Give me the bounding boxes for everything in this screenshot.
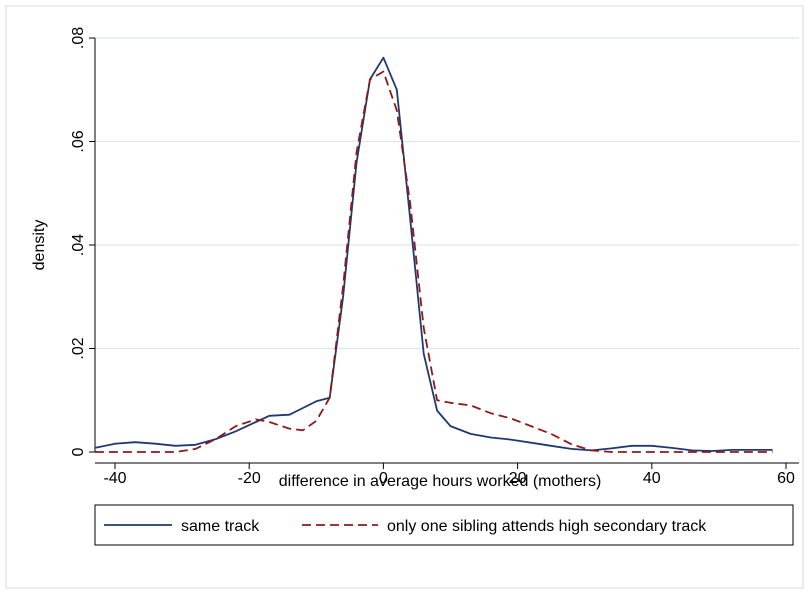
- y-tick-label: .02: [70, 337, 87, 359]
- y-tick-label: .04: [70, 234, 87, 256]
- y-tick-label: .06: [70, 130, 87, 152]
- y-tick-label: 0: [70, 447, 87, 456]
- legend-label-2: only one sibling attends high secondary …: [387, 518, 707, 535]
- x-tick-label: 20: [509, 470, 527, 487]
- x-tick-label: -40: [103, 470, 126, 487]
- y-axis-label: density: [31, 220, 48, 271]
- grid-layer: [5, 5, 804, 589]
- axes-layer: 0 .02 .04 .06 .08 -40 -20 0 20 40 60: [70, 27, 799, 487]
- series-line-1: [94, 56, 773, 452]
- x-axis-label: difference in average hours worked (moth…: [279, 473, 602, 490]
- chart-frame: [5, 5, 804, 589]
- x-tick-label: -20: [238, 470, 261, 487]
- legend-box: [94, 504, 794, 546]
- x-tick-label: 60: [777, 470, 795, 487]
- y-tick-label: .08: [70, 27, 87, 49]
- x-tick-label: 0: [379, 470, 388, 487]
- series-layer: [94, 56, 773, 453]
- legend: same track only one sibling attends high …: [94, 504, 794, 546]
- x-tick-label: 40: [643, 470, 661, 487]
- series-line-2: [94, 70, 773, 453]
- legend-label-1: same track: [181, 518, 260, 535]
